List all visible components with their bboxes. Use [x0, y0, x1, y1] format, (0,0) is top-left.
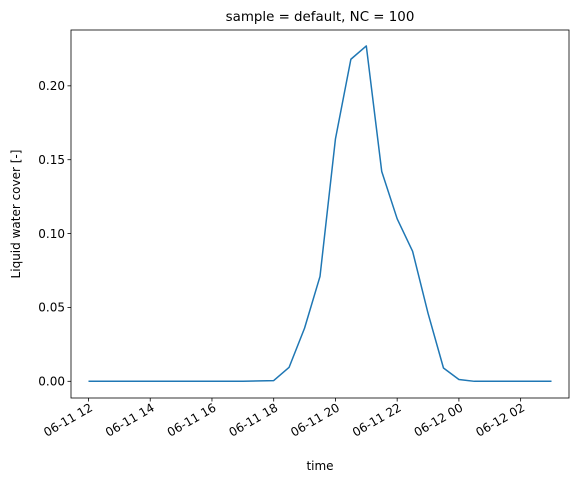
x-tick-label: 06-11 18	[226, 400, 280, 439]
y-tick-label: 0.00	[38, 375, 65, 389]
x-tick-label: 06-12 02	[473, 400, 527, 439]
x-axis-ticks: 06-11 12 06-11 14 06-11 16 06-11 18 06-11 20…	[41, 398, 527, 440]
x-axis-label: time	[306, 459, 333, 473]
x-tick-label: 06-11 22	[350, 400, 404, 439]
x-tick-label: 06-11 20	[288, 400, 342, 439]
y-tick-label: 0.10	[38, 227, 65, 241]
x-tick-label: 06-11 14	[103, 400, 157, 439]
x-tick-label: 06-11 12	[41, 400, 95, 439]
y-axis-label: Liquid water cover [-]	[9, 150, 23, 279]
y-tick-label: 0.20	[38, 79, 65, 93]
y-tick-label: 0.15	[38, 153, 65, 167]
y-axis-ticks: 0.00 0.05 0.10 0.15 0.20	[38, 79, 71, 389]
plot-frame	[70, 29, 570, 399]
series-line-0	[88, 45, 552, 383]
x-tick-label: 06-12 00	[412, 400, 466, 439]
plot-area	[88, 45, 552, 383]
chart-title: sample = default, NC = 100	[226, 10, 415, 25]
x-tick-label: 06-11 16	[165, 400, 219, 439]
y-tick-label: 0.05	[38, 301, 65, 315]
